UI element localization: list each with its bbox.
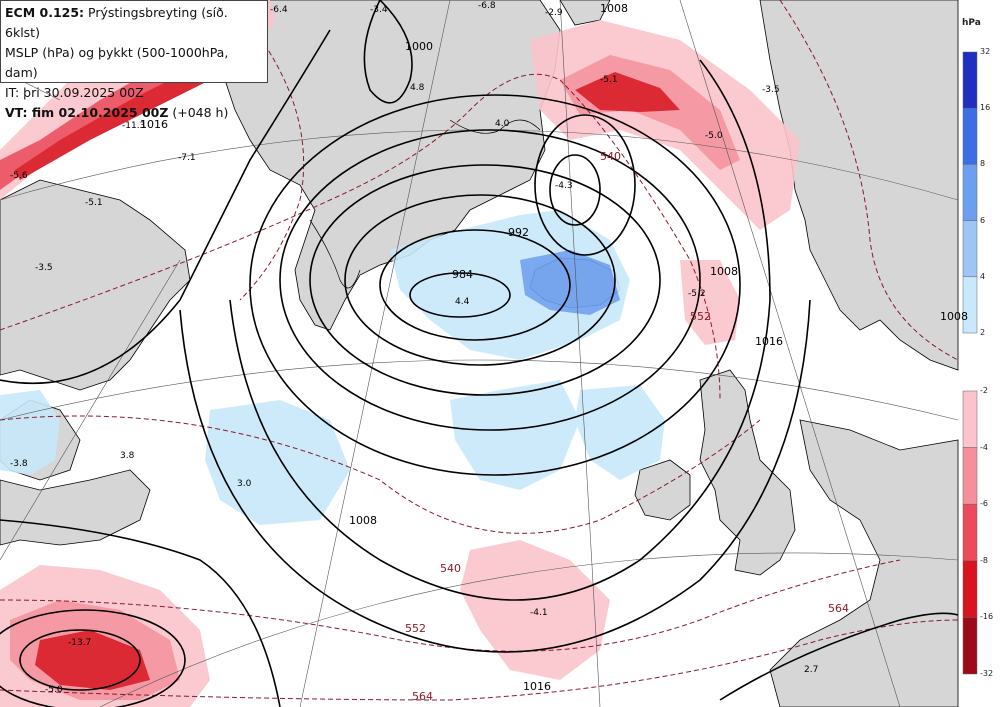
falling-area-north-inner bbox=[575, 72, 680, 112]
rising-area-mid bbox=[450, 380, 580, 490]
isobar-label-1008-a: 1008 bbox=[349, 514, 377, 527]
colorbar-negative-segment-2 bbox=[962, 503, 978, 562]
chart-info-panel: ECM 0.125: Prýstingsbreyting (síð. 6klst… bbox=[0, 0, 268, 120]
extremum-label-i: -5.2 bbox=[688, 289, 706, 299]
extremum-label-w: -5.6 bbox=[10, 171, 28, 181]
isobar-label-1016-b: 1016 bbox=[755, 335, 783, 348]
extremum-label-r: -2.9 bbox=[545, 8, 563, 18]
field-subtitle: MSLP (hPa) og þykkt (500-1000hPa, dam) bbox=[5, 45, 229, 80]
isobar-label-1000: 1000 bbox=[405, 40, 433, 53]
colorbar-positive-segment-0 bbox=[962, 51, 978, 109]
extremum-label-t: -6.8 bbox=[478, 1, 496, 11]
falling-area-east bbox=[680, 260, 740, 345]
extremum-label-j: 3.8 bbox=[120, 451, 135, 461]
extremum-label-c: 4.0 bbox=[495, 119, 510, 129]
thickness-label-540-b: 540 bbox=[440, 562, 461, 575]
colorbar-positive-label-2: 8 bbox=[980, 159, 986, 169]
isobar-label-1016-c: 1016 bbox=[140, 118, 168, 131]
forecast-hour: (+048 h) bbox=[168, 105, 229, 120]
colorbar-negative-segment-4 bbox=[962, 617, 978, 675]
rising-area-south bbox=[205, 400, 350, 525]
thickness-label-552-a: 552 bbox=[405, 622, 426, 635]
extremum-label-d: -5.1 bbox=[600, 75, 618, 85]
extremum-label-n: -13.7 bbox=[68, 638, 91, 648]
colorbar-negative-segment-3 bbox=[962, 560, 978, 618]
extremum-label-q: -3.5 bbox=[762, 85, 780, 95]
thickness-contours bbox=[0, 0, 959, 701]
extremum-label-h: -4.3 bbox=[555, 181, 573, 191]
initial-time: IT: þri 30.09.2025 00Z bbox=[5, 85, 144, 100]
colorbar-negative-label-1: -4 bbox=[980, 442, 988, 452]
canada-mainland-lower bbox=[0, 469, 151, 546]
isobar-label-1008-b: 1008 bbox=[710, 265, 738, 278]
legend-unit: hPa bbox=[962, 18, 981, 28]
colorbar-positive-segment-1 bbox=[962, 107, 978, 165]
colorbar-negative-label-3: -8 bbox=[980, 555, 988, 565]
isobar-label-992: 992 bbox=[508, 226, 529, 239]
colorbar-negative-segment-1 bbox=[962, 447, 978, 505]
colorbar-positive-segment-4 bbox=[962, 276, 978, 334]
colorbar bbox=[962, 51, 978, 675]
extremum-label-p: 2.7 bbox=[804, 665, 818, 675]
extremum-label-b: 4.8 bbox=[410, 83, 425, 93]
britain-landmass bbox=[699, 369, 796, 576]
valid-time: VT: fim 02.10.2025 00Z bbox=[5, 105, 169, 120]
colorbar-positive-segment-2 bbox=[962, 164, 978, 221]
colorbar-positive-segment-3 bbox=[962, 220, 978, 278]
extremum-label-g: -5.1 bbox=[85, 198, 103, 208]
colorbar-positive-label-4: 4 bbox=[980, 271, 986, 281]
pressure-change-shading bbox=[0, 0, 800, 707]
colorbar-positive-label-0: 32 bbox=[980, 47, 991, 56]
extremum-label-l: 3.0 bbox=[237, 479, 252, 489]
colorbar-negative-segment-0 bbox=[962, 390, 978, 448]
canada-landmass bbox=[0, 179, 191, 391]
falling-area-south bbox=[460, 540, 610, 680]
field-description: Prýstingsbreyting (síð. 6klst) bbox=[5, 5, 228, 40]
extremum-label-e: -5.0 bbox=[705, 131, 723, 141]
extremum-label-s: -6.4 bbox=[270, 5, 288, 15]
extremum-label-m: -4.1 bbox=[530, 608, 548, 618]
colorbar-positive-label-5: 2 bbox=[980, 328, 986, 337]
extremum-label-f: -3.5 bbox=[35, 263, 53, 273]
colorbar-negative bbox=[962, 390, 978, 675]
colorbar-negative-label-0: -2 bbox=[980, 386, 988, 395]
extremum-label-k: -3.8 bbox=[10, 459, 28, 469]
isobars bbox=[0, 0, 959, 707]
colorbar-positive-label-1: 16 bbox=[980, 103, 991, 113]
contour-labels: 984 992 1008 1008 1008 1016 1016 1016 1000 1008 54… bbox=[10, 1, 968, 703]
coastline-detail bbox=[309, 119, 541, 289]
thickness-label-564-a: 564 bbox=[828, 602, 849, 615]
extremum-label-o: -5.0 bbox=[45, 685, 63, 695]
falling-area-sw-inner bbox=[35, 630, 150, 690]
colorbar-positive bbox=[962, 51, 978, 334]
ireland-landmass bbox=[634, 459, 691, 521]
extremum-label-a: 4.4 bbox=[455, 297, 470, 307]
thickness-label-564-b: 564 bbox=[412, 690, 433, 703]
isobar-label-984: 984 bbox=[452, 268, 473, 281]
isobar-label-1008-c: 1008 bbox=[940, 310, 968, 323]
thickness-label-552-b: 552 bbox=[690, 310, 711, 323]
colorbar-positive-label-3: 6 bbox=[980, 215, 986, 225]
europe-landmass bbox=[769, 419, 959, 707]
colorbar-negative-label-5: -32 bbox=[980, 669, 994, 678]
falling-area-nw-inner bbox=[15, 65, 210, 180]
model-name: ECM 0.125: bbox=[5, 5, 85, 20]
rising-area-west bbox=[0, 390, 60, 475]
colorbar-negative-label-2: -6 bbox=[980, 499, 988, 509]
extremum-label-v: -7.1 bbox=[178, 153, 196, 163]
rising-area-central bbox=[390, 210, 630, 360]
thickness-label-540-a: 540 bbox=[600, 150, 621, 163]
extremum-label-x: -11.3 bbox=[122, 121, 145, 131]
isobar-label-1016-a: 1016 bbox=[523, 680, 551, 693]
graticule bbox=[0, 0, 959, 707]
extremum-label-u: -3.4 bbox=[370, 5, 388, 15]
colorbar-negative-label-4: -16 bbox=[980, 612, 994, 622]
isobar-label-1008-d: 1008 bbox=[600, 2, 628, 15]
